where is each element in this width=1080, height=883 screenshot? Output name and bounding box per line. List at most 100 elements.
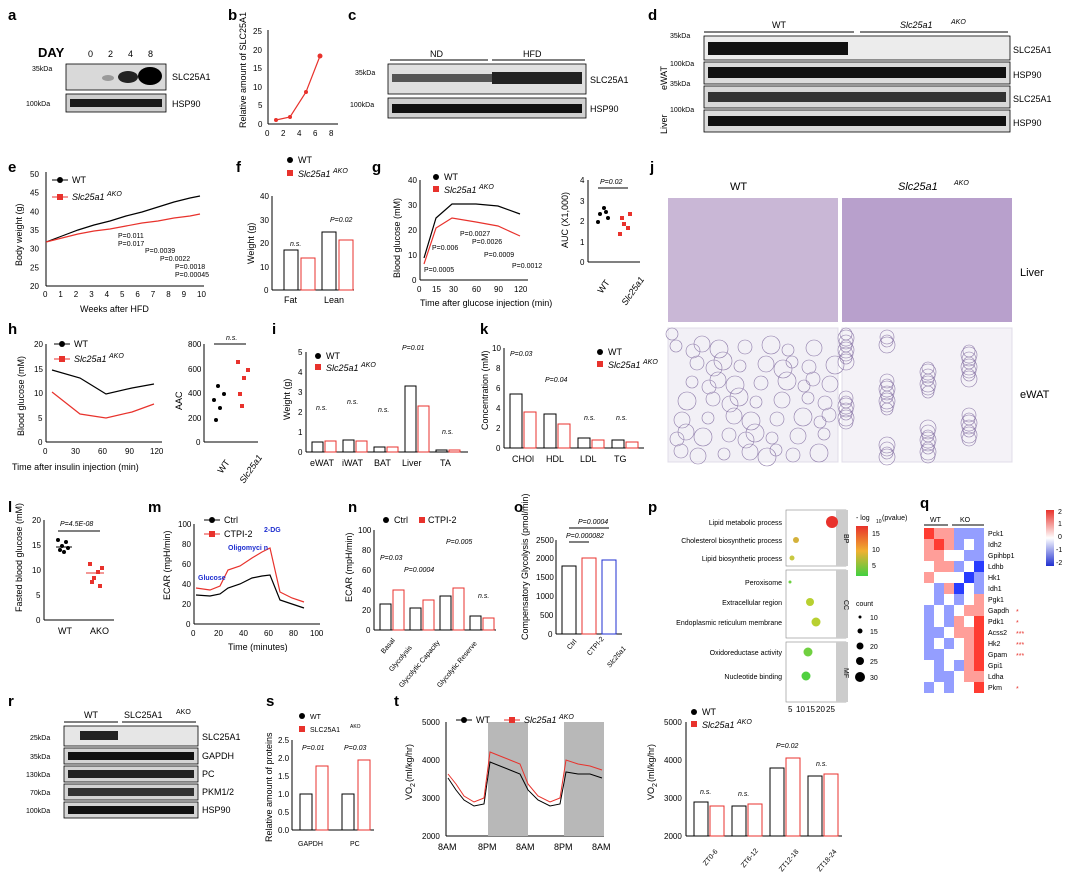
- band-label: HSP90: [172, 99, 201, 109]
- axis-label-unit: (ml/kg/hr): [404, 744, 414, 782]
- tick: 0: [417, 285, 422, 294]
- gene-label: Pck1: [988, 531, 1004, 538]
- tick: 30: [449, 285, 458, 294]
- legend-wt: WT: [608, 347, 622, 357]
- gene-label: Acss2: [988, 630, 1007, 637]
- band-label: SLC25A1: [1013, 94, 1052, 104]
- bar: [439, 595, 452, 631]
- tick: 4: [297, 129, 302, 138]
- tick: 90: [125, 447, 134, 456]
- tick: 2000: [664, 832, 682, 841]
- tick: 80: [289, 629, 298, 638]
- tick: 10: [32, 566, 41, 575]
- p-value: n.s.: [290, 241, 301, 248]
- legend-ctpi2: CTPI-2: [428, 515, 457, 525]
- axis-label: AUC (X1,000): [560, 192, 570, 248]
- day-2: 2: [108, 49, 113, 59]
- axis-label: Weeks after HFD: [80, 304, 149, 314]
- bar: [379, 603, 392, 631]
- legend-ko: Slc25a1: [444, 185, 477, 195]
- bar: [448, 449, 461, 453]
- legend-ko: Slc25a1: [608, 360, 641, 370]
- tick: 40: [182, 580, 191, 589]
- bar: [435, 449, 448, 453]
- tick: 60: [98, 447, 107, 456]
- tick: 20: [253, 46, 262, 55]
- tick: 35: [30, 226, 39, 235]
- tick: 3: [89, 290, 94, 299]
- tick: 100: [178, 520, 192, 529]
- gene-label: Ldhb: [988, 564, 1004, 571]
- gene-label: Idh2: [988, 542, 1002, 549]
- tick: 2: [496, 424, 501, 433]
- tick: 3000: [422, 794, 440, 803]
- tick: 4000: [664, 756, 682, 765]
- tick: 0: [191, 629, 196, 638]
- tick: 10: [260, 263, 269, 272]
- group-label: SLC25A1: [124, 710, 163, 720]
- tick: 0.0: [278, 826, 290, 835]
- tick: 0: [196, 438, 201, 447]
- p-value: P=0.03: [380, 555, 402, 562]
- kda-label: 35kDa: [30, 754, 50, 761]
- group-label-sup: AKO: [950, 19, 966, 26]
- x-category: WT: [595, 278, 612, 296]
- tick: 4: [298, 368, 303, 377]
- legend-wt: WT: [702, 707, 716, 717]
- tick: 500: [540, 611, 554, 620]
- panel-h: h 0 5 10 15 20 0 30 60 90 120 Blood gluc…: [8, 321, 264, 485]
- tick: 20: [214, 629, 223, 638]
- kda-label: 100kDa: [26, 101, 50, 108]
- p-value: n.s.: [478, 593, 489, 600]
- tick: 1.0: [278, 790, 290, 799]
- kda-label: 35kDa: [670, 81, 690, 88]
- bar: [543, 413, 557, 449]
- panel-b: b 0 5 10 15 20 25 0 2 4 6 8 Relative amo…: [228, 7, 338, 138]
- x-category: Fat: [284, 295, 298, 305]
- tick: 8: [496, 364, 501, 373]
- day-4: 4: [128, 49, 133, 59]
- day-0: 0: [88, 49, 93, 59]
- x-category: TA: [440, 458, 451, 468]
- scale-label: -2: [1056, 560, 1062, 567]
- p-value: P=0.03: [510, 351, 532, 358]
- p-value: P=0.005: [446, 539, 472, 546]
- band-label: SLC25A1: [172, 72, 211, 82]
- p-value: n.s.: [316, 405, 327, 412]
- p-value: n.s.: [700, 789, 711, 796]
- legend-title-tail: (pvalue): [882, 515, 907, 522]
- tick: 0: [36, 616, 41, 625]
- gene-label: Gapdh: [988, 608, 1009, 615]
- tick: 50: [30, 170, 39, 179]
- panel-o: o 0 500 1000 1500 2000 2500 Compensatory…: [514, 493, 628, 669]
- band-label: HSP90: [590, 104, 619, 114]
- panel-m: m 0 20 40 60 80 100 0 20 40 60 80 100 EC…: [148, 499, 324, 652]
- gene-label: Pdk1: [988, 619, 1004, 626]
- significance-star: ***: [1016, 631, 1024, 638]
- gene-label: Pgk1: [988, 597, 1004, 604]
- legend-ko: Slc25a1: [524, 715, 557, 725]
- gene-label: Gpihbp1: [988, 553, 1015, 560]
- axis-label: Time after insulin injection (min): [12, 462, 139, 472]
- gene-label: Pkm: [988, 685, 1002, 692]
- tick: 20: [30, 282, 39, 291]
- p-value: P=0.017: [118, 241, 144, 248]
- tick: 8AM: [592, 842, 611, 852]
- kda-label: 100kDa: [670, 61, 694, 68]
- tick: 1: [298, 428, 303, 437]
- axis-label: Fasted blood glucose (mM): [14, 503, 24, 612]
- band-label: PC: [202, 769, 215, 779]
- tick: 1000: [536, 592, 554, 601]
- p-value: n.s.: [226, 335, 237, 342]
- tick: 10: [253, 83, 262, 92]
- p-value: P=0.00045: [175, 272, 209, 279]
- x-category: ZT0-6: [702, 848, 719, 867]
- axis-label: Blood glucose (mM): [392, 198, 402, 278]
- p-value: P=0.0012: [512, 263, 542, 270]
- count-label: 15: [870, 629, 878, 636]
- go-term: Peroxisome: [745, 580, 782, 587]
- tick: 800: [188, 340, 202, 349]
- p-value: P=0.0022: [160, 256, 190, 263]
- axis-label: Weight (g): [246, 223, 256, 264]
- panel-label-e: e: [8, 159, 16, 176]
